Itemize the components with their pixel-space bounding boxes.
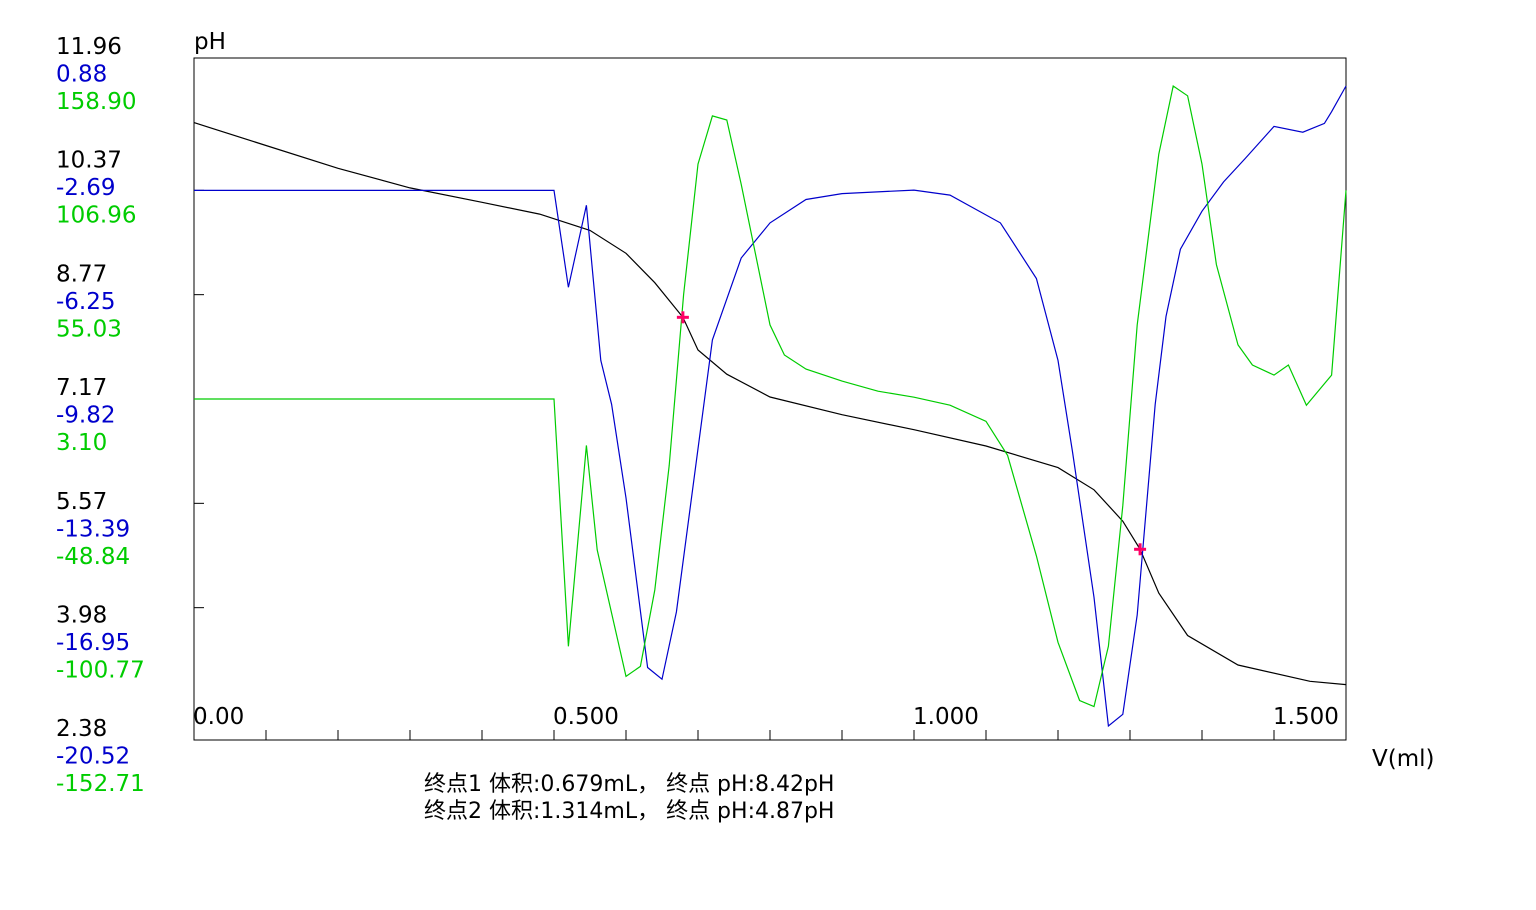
y-axis-title: pH — [194, 29, 226, 55]
y-tick-label-blue: -9.82 — [56, 403, 116, 429]
x-tick-label: 0.500 — [553, 704, 619, 730]
series-line-ph — [193, 122, 1347, 686]
y-tick-label-blue: -13.39 — [56, 516, 130, 542]
endpoint-2-text: 终点2 体积:1.314mL， 终点 pH:4.87pH — [424, 799, 834, 824]
y-tick-label-green: 106.96 — [56, 203, 136, 229]
series-line-blue — [194, 85, 1347, 728]
y-tick-label-ph: 5.57 — [56, 489, 107, 515]
x-axis-labels: 0.00 0.500 1.000 1.500 — [193, 704, 1339, 730]
x-tick-label: 0.00 — [193, 704, 244, 730]
y-tick-label-blue: -6.25 — [56, 289, 116, 315]
y-tick-label-green: 158.90 — [56, 89, 136, 115]
x-tick-label: 1.500 — [1273, 704, 1339, 730]
series-line-green — [194, 85, 1347, 708]
y-tick-label-ph: 11.96 — [56, 34, 122, 60]
y-tick-label-ph: 3.98 — [56, 603, 107, 629]
y-tick-label-blue: -16.95 — [56, 630, 130, 656]
y-tick-label-blue: 0.88 — [56, 62, 107, 88]
endpoint-1-text: 终点1 体积:0.679mL， 终点 pH:8.42pH — [424, 772, 834, 797]
y-tick-label-blue: -2.69 — [56, 175, 116, 201]
y-tick-label-ph: 10.37 — [56, 148, 122, 174]
y-tick-label-green: -100.77 — [56, 658, 145, 684]
endpoint-markers — [676, 311, 1147, 556]
y-tick-label-green: 55.03 — [56, 316, 122, 342]
y-tick-label-green: 3.10 — [56, 430, 107, 456]
y-tick-label-green: -48.84 — [56, 544, 130, 570]
x-tick-label: 1.000 — [913, 704, 979, 730]
y-tick-label-ph: 7.17 — [56, 375, 107, 401]
y-tick-label-ph: 2.38 — [56, 716, 107, 742]
endpoint-marker-1 — [676, 311, 689, 324]
x-tick-marks — [265, 730, 1275, 740]
series-group — [193, 85, 1347, 728]
y-tick-label-green: -152.71 — [56, 771, 145, 797]
y-tick-label-blue: -20.52 — [56, 744, 130, 770]
x-axis-title: V(ml) — [1372, 746, 1434, 772]
y-tick-label-ph: 8.77 — [56, 261, 107, 287]
endpoint-marker-2 — [1134, 543, 1147, 556]
